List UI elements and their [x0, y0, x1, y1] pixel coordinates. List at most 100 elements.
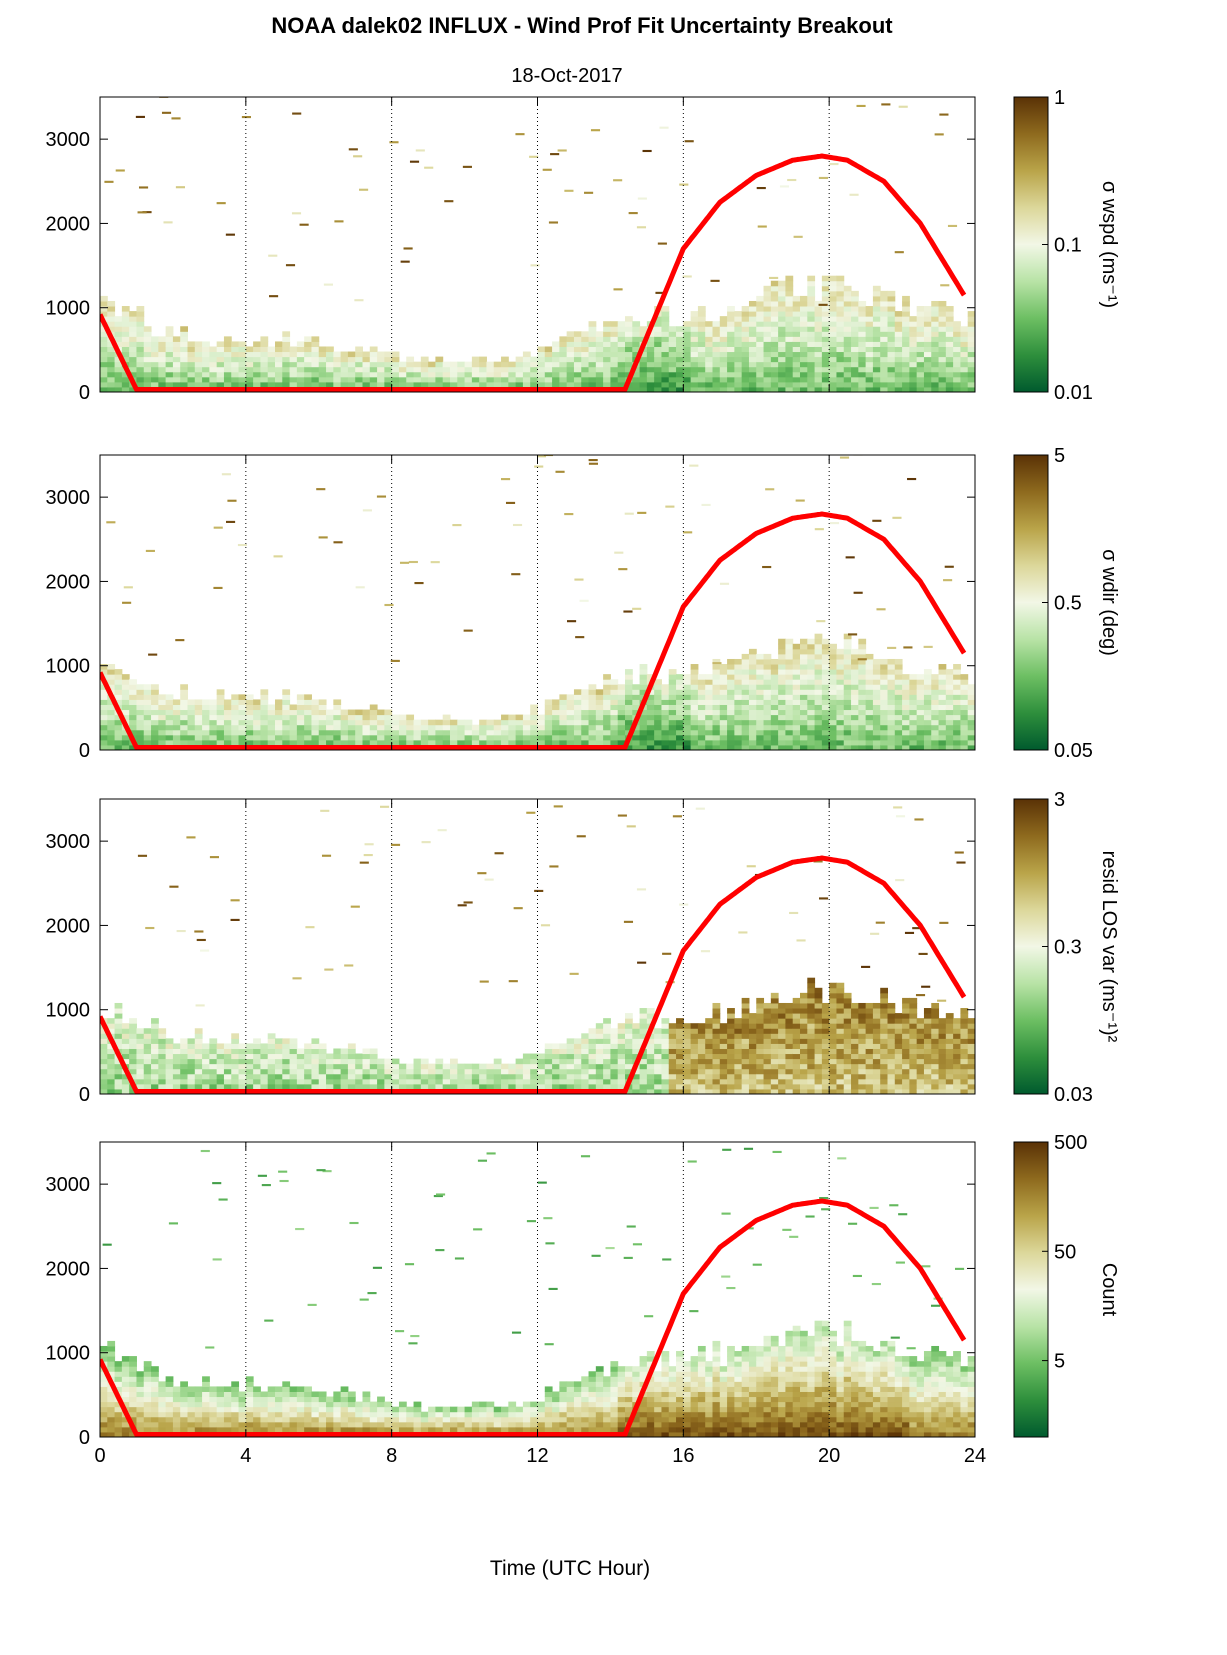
- heat-cell: [690, 684, 699, 690]
- heat-cell: [712, 658, 721, 665]
- heat-cell: [887, 719, 896, 726]
- heat-cell: [748, 1078, 757, 1085]
- heat-cell: [158, 346, 167, 353]
- heat-cell: [501, 719, 509, 726]
- heat-cell: [282, 341, 291, 347]
- heat-cell: [887, 331, 896, 337]
- heat-cell: [158, 1033, 167, 1039]
- heat-cell: [821, 638, 830, 645]
- heat-cell: [829, 987, 837, 994]
- heat-cell: [522, 734, 531, 741]
- heat-cell: [851, 1078, 859, 1085]
- heat-cell: [778, 679, 786, 685]
- heat-cell: [792, 311, 801, 317]
- heat-cell: [347, 1068, 356, 1075]
- heat-cell: [326, 1078, 334, 1085]
- heat-cell: [625, 361, 633, 368]
- heat-cell: [853, 591, 863, 594]
- heat-cell: [800, 704, 808, 711]
- heat-cell: [216, 729, 225, 736]
- heat-cell: [800, 694, 808, 700]
- heat-cell: [821, 1008, 830, 1014]
- heat-cell: [143, 1043, 152, 1049]
- heat-cell: [829, 744, 837, 750]
- heat-cell: [143, 709, 152, 716]
- heat-cell: [931, 386, 940, 392]
- heat-cell: [544, 376, 553, 383]
- heat-cell: [231, 1033, 240, 1039]
- heat-cell: [522, 729, 531, 736]
- heat-cell: [858, 1058, 867, 1065]
- heat-cell: [697, 1078, 706, 1085]
- heat-cell: [697, 1043, 706, 1049]
- heat-cell: [566, 1073, 575, 1080]
- heat-cell: [829, 679, 837, 685]
- heat-cell: [778, 704, 786, 711]
- heat-cell: [829, 1088, 837, 1094]
- heat-cell: [778, 674, 786, 680]
- heat-cell: [625, 699, 633, 705]
- heat-cell: [515, 376, 524, 383]
- heat-cell: [661, 1083, 670, 1090]
- heat-cell: [676, 729, 684, 736]
- heat-cell: [639, 719, 648, 726]
- heat-cell: [741, 1078, 750, 1085]
- heat-cell: [821, 306, 830, 312]
- heat-cell: [654, 1083, 662, 1090]
- heat-cell: [435, 371, 444, 378]
- heat-cell: [267, 1038, 276, 1044]
- heat-cell: [471, 361, 480, 368]
- heat-cell: [800, 321, 808, 327]
- heat-cell: [158, 1053, 167, 1060]
- heat-cell: [909, 709, 918, 716]
- heat-cell: [107, 1068, 116, 1075]
- heat-cell: [253, 734, 261, 741]
- heat-cell: [566, 341, 575, 347]
- heat-cell: [318, 739, 327, 746]
- heat-cell: [953, 689, 961, 695]
- heat-cell: [625, 386, 633, 392]
- heat-cell: [231, 714, 240, 721]
- heat-cell: [253, 381, 261, 388]
- heat-cell: [923, 724, 932, 731]
- heat-cell: [639, 709, 648, 716]
- heat-cell: [484, 878, 494, 881]
- heat-cell: [165, 356, 174, 363]
- heat-cell: [814, 714, 823, 721]
- heat-cell: [741, 1023, 750, 1029]
- heat-cell: [756, 997, 765, 1004]
- heat-cell: [522, 366, 531, 373]
- heat-cell: [406, 381, 415, 388]
- heat-cell: [340, 366, 349, 373]
- figure-title: NOAA dalek02 INFLUX - Wind Prof Fit Unce…: [271, 13, 893, 38]
- heat-cell: [851, 1013, 859, 1019]
- heat-cell: [734, 1073, 743, 1080]
- heat-cell: [430, 561, 440, 564]
- heat-cell: [296, 709, 305, 716]
- heat-cell: [748, 684, 757, 690]
- heat-cell: [821, 658, 830, 665]
- heat-cell: [923, 366, 932, 373]
- heat-cell: [362, 361, 371, 368]
- heat-cell: [741, 704, 750, 711]
- heat-cell: [858, 351, 867, 358]
- heat-cell: [880, 300, 888, 307]
- heat-cell: [296, 1058, 305, 1065]
- heat-cell: [457, 904, 467, 907]
- heat-cell: [894, 1078, 903, 1085]
- heat-cell: [471, 381, 480, 388]
- heat-cell: [107, 306, 116, 312]
- heat-cell: [603, 326, 611, 332]
- heat-cell: [267, 1053, 276, 1060]
- heat-cell: [318, 356, 327, 363]
- heat-cell: [734, 1048, 743, 1055]
- heat-cell: [639, 739, 648, 746]
- heat-cell: [829, 300, 837, 307]
- heat-cell: [923, 1033, 932, 1039]
- heat-cell: [836, 997, 845, 1004]
- heat-cell: [931, 306, 940, 312]
- heat-cell: [413, 371, 422, 378]
- heat-cell: [573, 714, 582, 721]
- heat-cell: [829, 366, 837, 373]
- heat-cell: [814, 1063, 823, 1070]
